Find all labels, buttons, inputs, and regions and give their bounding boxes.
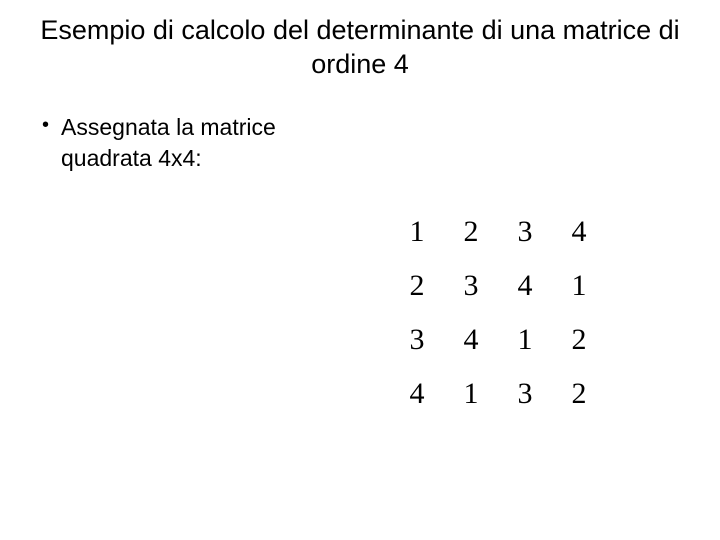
matrix-cell: 3 — [498, 367, 552, 421]
bullet-dot-icon: • — [42, 112, 49, 139]
matrix-cell: 4 — [444, 313, 498, 367]
matrix-cell: 3 — [390, 313, 444, 367]
matrix-cell: 2 — [444, 205, 498, 259]
bullet-item: • Assegnata la matrice quadrata 4x4: — [42, 112, 720, 174]
slide-title: Esempio di calcolo del determinante di u… — [0, 0, 720, 82]
matrix-grid: 1 2 3 4 2 3 4 1 3 4 1 2 4 1 3 2 — [390, 205, 606, 421]
matrix-cell: 1 — [444, 367, 498, 421]
matrix-cell: 2 — [552, 367, 606, 421]
bullet-section: • Assegnata la matrice quadrata 4x4: — [0, 82, 720, 174]
matrix-cell: 4 — [552, 205, 606, 259]
bullet-text: Assegnata la matrice quadrata 4x4: — [61, 112, 361, 174]
matrix-cell: 4 — [390, 367, 444, 421]
matrix-cell: 1 — [498, 313, 552, 367]
matrix-cell: 3 — [444, 259, 498, 313]
matrix-cell: 2 — [390, 259, 444, 313]
matrix-cell: 4 — [498, 259, 552, 313]
matrix-cell: 3 — [498, 205, 552, 259]
matrix-cell: 2 — [552, 313, 606, 367]
matrix-cell: 1 — [390, 205, 444, 259]
matrix-cell: 1 — [552, 259, 606, 313]
